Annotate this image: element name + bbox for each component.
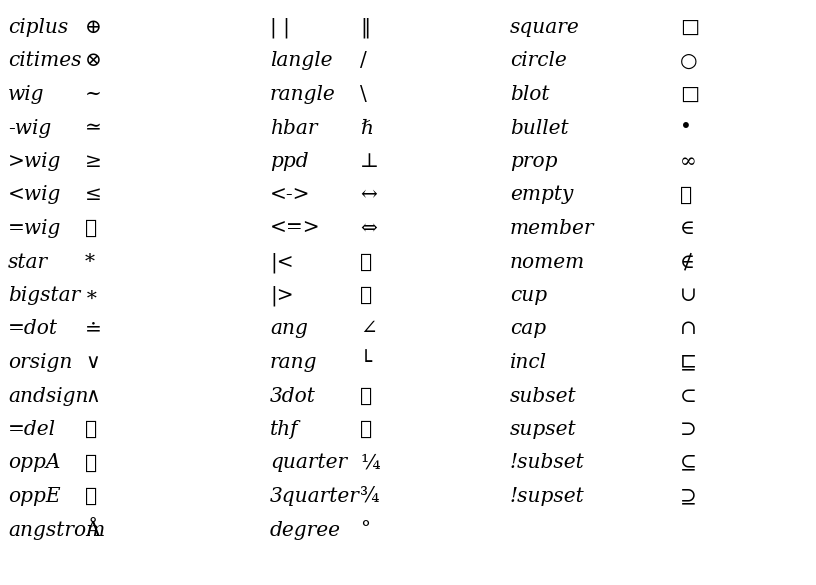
- Text: >wig: >wig: [8, 152, 61, 171]
- Text: ⊥: ⊥: [360, 152, 379, 171]
- Text: ≥: ≥: [85, 152, 102, 171]
- Text: 3dot: 3dot: [270, 387, 316, 405]
- Text: subset: subset: [510, 387, 577, 405]
- Text: bullet: bullet: [510, 119, 569, 137]
- Text: langle: langle: [270, 51, 332, 71]
- Text: ∞: ∞: [680, 152, 697, 171]
- Text: cap: cap: [510, 319, 546, 339]
- Text: rang: rang: [270, 353, 317, 372]
- Text: empty: empty: [510, 185, 574, 205]
- Text: ang: ang: [270, 319, 308, 339]
- Text: incl: incl: [510, 353, 547, 372]
- Text: citimes: citimes: [8, 51, 82, 71]
- Text: oppE: oppE: [8, 487, 60, 506]
- Text: *: *: [85, 253, 95, 271]
- Text: ⇔: ⇔: [360, 219, 377, 238]
- Text: ⊂: ⊂: [680, 387, 697, 405]
- Text: prop: prop: [510, 152, 557, 171]
- Text: •: •: [680, 119, 692, 137]
- Text: ∩: ∩: [680, 319, 697, 339]
- Text: !supset: !supset: [510, 487, 585, 506]
- Text: nomem: nomem: [510, 253, 585, 271]
- Text: ⊕: ⊕: [85, 18, 102, 37]
- Text: cup: cup: [510, 286, 547, 305]
- Text: star: star: [8, 253, 48, 271]
- Text: |<: |<: [270, 253, 294, 273]
- Text: /: /: [360, 51, 366, 71]
- Text: ∈: ∈: [680, 219, 695, 238]
- Text: | |: | |: [270, 18, 290, 39]
- Text: |>: |>: [270, 286, 294, 307]
- Text: blot: blot: [510, 85, 549, 104]
- Text: °: °: [360, 521, 370, 539]
- Text: 3quarter: 3quarter: [270, 487, 360, 506]
- Text: ∧: ∧: [85, 387, 100, 405]
- Text: quarter: quarter: [270, 453, 347, 473]
- Text: ≃: ≃: [85, 119, 102, 137]
- Text: ○: ○: [680, 51, 698, 71]
- Text: Å: Å: [85, 521, 100, 539]
- Text: □: □: [680, 18, 699, 37]
- Text: ¾: ¾: [360, 487, 379, 506]
- Text: <->: <->: [270, 185, 311, 205]
- Text: circle: circle: [510, 51, 567, 71]
- Text: \: \: [360, 85, 366, 104]
- Text: degree: degree: [270, 521, 341, 539]
- Text: <wig: <wig: [8, 185, 61, 205]
- Text: ∠: ∠: [360, 319, 377, 339]
- Text: ∗: ∗: [85, 286, 99, 305]
- Text: ⋖: ⋖: [360, 253, 372, 271]
- Text: =wig: =wig: [8, 219, 61, 238]
- Text: supset: supset: [510, 420, 577, 439]
- Text: ppd: ppd: [270, 152, 308, 171]
- Text: wig: wig: [8, 85, 45, 104]
- Text: hbar: hbar: [270, 119, 317, 137]
- Text: ≐: ≐: [85, 319, 102, 339]
- Text: ciplus: ciplus: [8, 18, 69, 37]
- Text: thf: thf: [270, 420, 299, 439]
- Text: ⋗: ⋗: [360, 286, 372, 305]
- Text: □: □: [680, 85, 699, 104]
- Text: ‖: ‖: [360, 18, 370, 39]
- Text: └: └: [360, 353, 372, 372]
- Text: andsign: andsign: [8, 387, 88, 405]
- Text: =dot: =dot: [8, 319, 58, 339]
- Text: oppA: oppA: [8, 453, 60, 473]
- Text: angstrom: angstrom: [8, 521, 105, 539]
- Text: ≤: ≤: [85, 185, 102, 205]
- Text: ∨: ∨: [85, 353, 100, 372]
- Text: ∅: ∅: [680, 185, 692, 205]
- Text: ≅: ≅: [85, 219, 97, 238]
- Text: ¼: ¼: [360, 453, 379, 473]
- Text: ⊃: ⊃: [680, 420, 697, 439]
- Text: ⋮: ⋮: [360, 387, 372, 405]
- Text: member: member: [510, 219, 595, 238]
- Text: ⊻: ⊻: [85, 487, 97, 506]
- Text: ⊑: ⊑: [680, 353, 697, 372]
- Text: ~: ~: [85, 85, 102, 104]
- Text: rangle: rangle: [270, 85, 335, 104]
- Text: ↔: ↔: [360, 185, 377, 205]
- Text: ⊇: ⊇: [680, 487, 697, 506]
- Text: ⊗: ⊗: [85, 51, 102, 71]
- Text: ℏ: ℏ: [360, 119, 373, 137]
- Text: ∪: ∪: [680, 286, 697, 305]
- Text: ≜: ≜: [85, 420, 97, 439]
- Text: orsign: orsign: [8, 353, 73, 372]
- Text: bigstar: bigstar: [8, 286, 80, 305]
- Text: square: square: [510, 18, 579, 37]
- Text: !subset: !subset: [510, 453, 585, 473]
- Text: ∉: ∉: [680, 253, 695, 271]
- Text: ∴: ∴: [360, 420, 372, 439]
- Text: ⊼: ⊼: [85, 453, 97, 473]
- Text: -wig: -wig: [8, 119, 51, 137]
- Text: =del: =del: [8, 420, 56, 439]
- Text: <=>: <=>: [270, 219, 321, 238]
- Text: ⊆: ⊆: [680, 453, 697, 473]
